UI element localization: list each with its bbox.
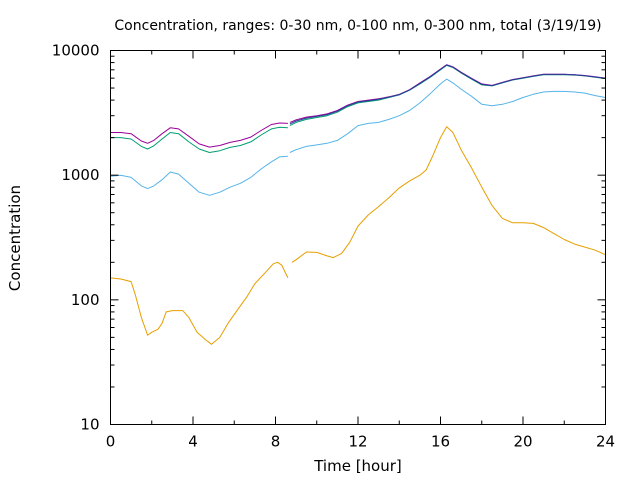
series-4-line-segment-0 (289, 64, 606, 125)
x-tick-label: 0 (106, 433, 116, 451)
x-tick-label: 8 (271, 433, 281, 451)
x-tick-label: 24 (596, 433, 615, 451)
series-1-line-segment-1 (289, 78, 606, 153)
x-tick-label: 16 (431, 433, 450, 451)
y-tick-label: 10000 (52, 42, 100, 60)
x-tick-label: 4 (188, 433, 198, 451)
series-2-line-segment-0 (110, 126, 288, 153)
y-tick-labels: 10 100 1000 10000 (52, 42, 100, 434)
y-tick-label: 100 (71, 291, 100, 309)
plot-lines (110, 64, 606, 345)
series-3-line-segment-1 (289, 64, 606, 123)
y-tick-label: 10 (80, 416, 99, 434)
series-0-line-segment-0 (110, 261, 289, 345)
chart-title: Concentration, ranges: 0-30 nm, 0-100 nm… (114, 18, 601, 34)
plot-frame (110, 50, 606, 425)
axis-ticks (110, 50, 606, 425)
series-3-line-segment-0 (110, 122, 288, 148)
x-tick-label: 20 (513, 433, 532, 451)
x-tick-labels: 0 4 8 12 16 20 24 (106, 433, 615, 451)
x-axis-label: Time [hour] (313, 457, 402, 475)
series-1-line-segment-0 (110, 155, 288, 196)
series-0-line-segment-1 (291, 126, 606, 263)
y-axis-label: Concentration (6, 185, 24, 291)
x-tick-label: 12 (348, 433, 367, 451)
y-tick-label: 1000 (61, 166, 99, 184)
